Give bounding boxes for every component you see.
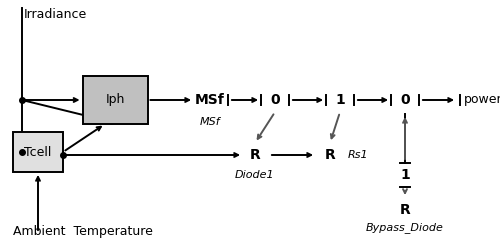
Text: Irradiance: Irradiance: [24, 8, 88, 21]
Text: MSf: MSf: [200, 117, 220, 127]
Text: R: R: [250, 148, 260, 162]
Text: Ambient  Temperature: Ambient Temperature: [13, 225, 153, 238]
Text: 0: 0: [270, 93, 280, 107]
Text: 1: 1: [400, 168, 410, 182]
Text: Diode1: Diode1: [235, 170, 275, 180]
Text: 0: 0: [400, 93, 410, 107]
Text: Iph: Iph: [106, 93, 124, 107]
Text: R: R: [324, 148, 336, 162]
Text: power_out: power_out: [464, 93, 500, 107]
Text: Bypass_Diode: Bypass_Diode: [366, 223, 444, 233]
Bar: [82, 76, 148, 124]
Bar: [13, 132, 63, 172]
Text: 1: 1: [335, 93, 345, 107]
Text: Rs1: Rs1: [348, 150, 368, 160]
Text: R: R: [400, 203, 410, 217]
Text: MSf: MSf: [195, 93, 225, 107]
Text: Tcell: Tcell: [24, 145, 52, 158]
